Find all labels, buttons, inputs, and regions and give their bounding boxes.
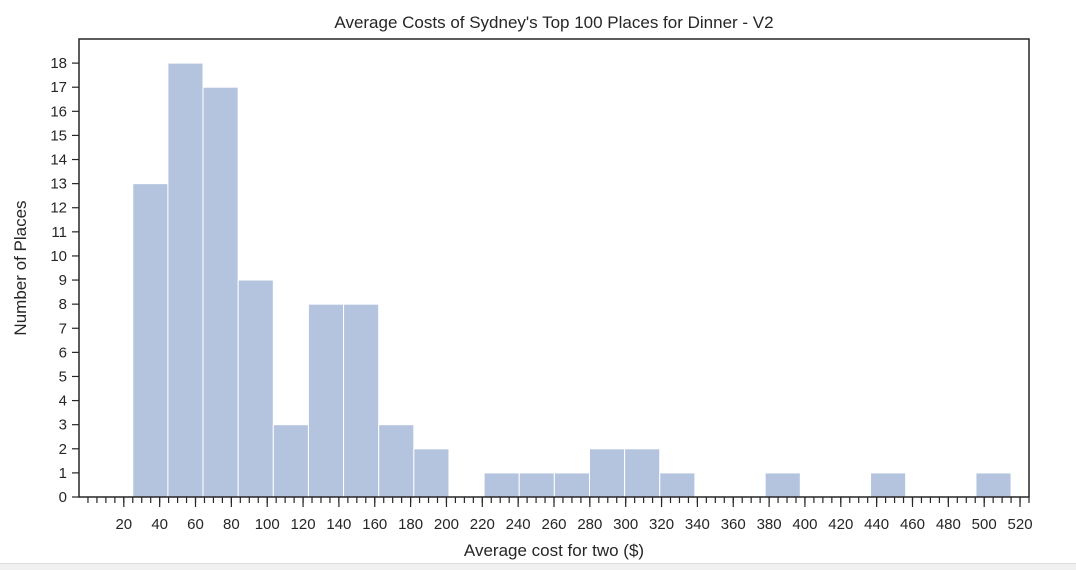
histogram-bar <box>307 303 345 498</box>
y-tick-label: 10 <box>50 248 67 265</box>
y-tick-label: 7 <box>59 320 67 337</box>
y-tick-label: 3 <box>59 417 67 434</box>
y-tick-label: 9 <box>59 272 67 289</box>
y-tick-label: 1 <box>59 465 67 482</box>
x-tick-label: 360 <box>721 516 746 533</box>
histogram-bar <box>343 303 380 498</box>
y-tick-label: 5 <box>59 368 67 385</box>
plot-frame <box>78 38 1030 498</box>
x-tick-label: 320 <box>649 516 674 533</box>
x-tick-label: 380 <box>757 516 782 533</box>
bars-group <box>132 62 1012 498</box>
x-tick-label: 460 <box>900 516 925 533</box>
histogram-bar <box>413 448 450 498</box>
x-axis-label: Average cost for two ($) <box>464 541 644 560</box>
x-tick-label: 280 <box>577 516 602 533</box>
x-tick-label: 220 <box>470 516 495 533</box>
y-tick-label: 15 <box>50 127 67 144</box>
y-tick-label: 17 <box>50 79 67 96</box>
x-tick-label: 180 <box>398 516 423 533</box>
x-tick-label: 140 <box>326 516 351 533</box>
histogram-bar <box>202 86 239 498</box>
x-tick-label: 260 <box>541 516 566 533</box>
x-tick-label: 520 <box>1008 516 1033 533</box>
histogram-bar <box>378 424 415 498</box>
histogram-bar <box>870 472 907 498</box>
histogram-bar <box>975 472 1012 498</box>
x-axis-ticks: 20 40 60 80 100 120 140 160 180 200 220 240 260 280 30… <box>87 497 1033 533</box>
x-tick-label: 440 <box>864 516 889 533</box>
y-tick-label: 4 <box>59 393 67 410</box>
x-tick-label: 200 <box>434 516 459 533</box>
x-tick-label: 420 <box>828 516 853 533</box>
x-tick-label: 400 <box>792 516 817 533</box>
histogram-bar <box>624 448 661 498</box>
histogram-bar <box>518 472 555 498</box>
y-tick-label: 2 <box>59 441 67 458</box>
bottom-scroll-strip <box>0 563 1076 570</box>
histogram-bar <box>764 472 801 498</box>
x-tick-label: 480 <box>936 516 961 533</box>
x-tick-label: 100 <box>255 516 280 533</box>
x-tick-label: 120 <box>291 516 316 533</box>
x-tick-label: 240 <box>506 516 531 533</box>
y-tick-label: 16 <box>50 103 67 120</box>
x-tick-label: 160 <box>362 516 387 533</box>
histogram-bar <box>553 472 590 498</box>
y-tick-label: 13 <box>50 176 67 193</box>
histogram-bar <box>588 448 626 498</box>
y-tick-label: 14 <box>50 152 67 169</box>
x-tick-label: 500 <box>972 516 997 533</box>
y-tick-label: 6 <box>59 344 67 361</box>
histogram-bar <box>272 424 309 498</box>
x-tick-label: 40 <box>151 516 168 533</box>
x-tick-label: 340 <box>685 516 710 533</box>
x-tick-label: 80 <box>223 516 240 533</box>
x-tick-label: 20 <box>115 516 132 533</box>
y-tick-label: 18 <box>50 55 67 72</box>
histogram-bar <box>132 183 169 498</box>
y-tick-label: 11 <box>51 224 67 241</box>
x-tick-label: 300 <box>613 516 638 533</box>
chart-title: Average Costs of Sydney's Top 100 Places… <box>334 13 773 32</box>
histogram-bar <box>167 62 204 498</box>
y-tick-label: 8 <box>59 296 67 313</box>
histogram-bar <box>659 472 696 498</box>
y-axis-label: Number of Places <box>11 200 30 335</box>
histogram-bar <box>483 472 520 498</box>
x-tick-label: 60 <box>187 516 204 533</box>
histogram-bar <box>237 279 274 498</box>
y-tick-label: 0 <box>59 489 67 506</box>
y-tick-label: 12 <box>50 200 67 217</box>
